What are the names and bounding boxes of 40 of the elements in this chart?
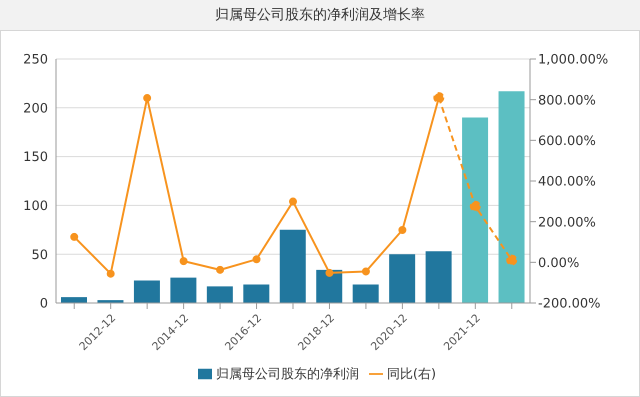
bar: [280, 230, 306, 303]
y2-tick-label: 600.00%: [538, 134, 596, 149]
point: [143, 94, 152, 102]
y-tick-label: 100: [23, 199, 48, 214]
point: [470, 200, 481, 212]
bar: [170, 278, 196, 303]
y2-tick-label: -200.00%: [538, 296, 601, 312]
y2-tick-label: 800.00%: [538, 93, 596, 108]
point: [252, 255, 261, 264]
bar: [243, 284, 270, 303]
bar: [206, 286, 233, 303]
y-tick-label: 0: [40, 296, 48, 312]
bar: [316, 270, 342, 303]
y2-tick-label: 1,000.00%: [538, 52, 608, 68]
legend-label: 归属母公司股东的净利润: [216, 367, 359, 382]
point: [106, 270, 115, 278]
point: [289, 198, 297, 206]
bar: [134, 280, 160, 303]
bar: [389, 254, 416, 303]
y-tick-label: 200: [23, 101, 48, 116]
y2-tick-label: 0.00%: [538, 256, 580, 271]
y2-tick-label: 400.00%: [538, 174, 596, 190]
y-tick-label: 250: [23, 52, 48, 68]
bar: [462, 118, 488, 303]
point: [362, 267, 370, 276]
point: [70, 232, 78, 241]
bar: [61, 297, 87, 303]
point: [216, 266, 224, 274]
point: [506, 254, 518, 266]
y-tick-label: 50: [31, 248, 48, 263]
bar: [352, 284, 379, 303]
point: [398, 226, 406, 234]
y2-tick-label: 200.00%: [538, 215, 596, 230]
point: [325, 268, 334, 277]
y-tick-label: 150: [23, 150, 48, 166]
chart-title: 归属母公司股东的净利润及增长率: [0, 0, 640, 31]
bar: [426, 251, 452, 303]
bar: [498, 91, 525, 303]
point: [180, 257, 188, 266]
legend-label: 同比(右): [386, 367, 436, 382]
